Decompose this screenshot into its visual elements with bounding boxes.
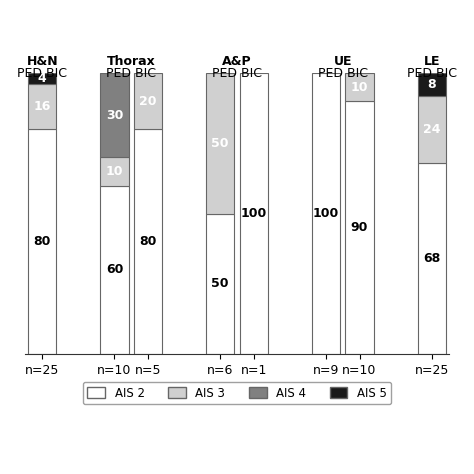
Text: UE: UE — [334, 55, 352, 68]
Text: 68: 68 — [423, 252, 440, 265]
Text: Thorax: Thorax — [107, 55, 155, 68]
Text: 50: 50 — [211, 277, 229, 290]
Bar — [28, 73, 56, 84]
Text: 100: 100 — [313, 207, 339, 220]
Text: PED BIC: PED BIC — [212, 67, 262, 80]
Text: PED BIC: PED BIC — [17, 67, 67, 80]
Bar — [206, 214, 235, 354]
Bar — [28, 129, 56, 354]
Bar — [239, 73, 268, 354]
Text: 20: 20 — [139, 95, 157, 108]
Text: 8: 8 — [428, 78, 436, 91]
Text: 100: 100 — [241, 207, 267, 220]
Bar — [418, 96, 446, 163]
Bar — [312, 73, 340, 354]
Bar — [418, 163, 446, 354]
Bar — [206, 73, 235, 214]
Text: 30: 30 — [106, 109, 123, 122]
Text: PED BIC: PED BIC — [318, 67, 368, 80]
Text: H&N: H&N — [27, 55, 58, 68]
Text: 50: 50 — [211, 137, 229, 150]
Text: PED BIC: PED BIC — [106, 67, 156, 80]
Bar — [134, 129, 162, 354]
Text: A&P: A&P — [222, 55, 252, 68]
Text: 24: 24 — [423, 123, 440, 136]
Bar — [100, 157, 128, 185]
Text: 4: 4 — [38, 73, 46, 85]
Text: 60: 60 — [106, 263, 123, 276]
Bar — [100, 185, 128, 354]
Legend: AIS 2, AIS 3, AIS 4, AIS 5: AIS 2, AIS 3, AIS 4, AIS 5 — [82, 382, 392, 404]
Text: PED BIC: PED BIC — [407, 67, 457, 80]
Text: 10: 10 — [351, 81, 368, 94]
Bar — [418, 73, 446, 96]
Text: 80: 80 — [34, 235, 51, 248]
Text: 80: 80 — [139, 235, 157, 248]
Bar — [100, 73, 128, 157]
Text: LE: LE — [424, 55, 440, 68]
Text: 90: 90 — [351, 221, 368, 234]
Bar — [346, 101, 374, 354]
Text: 16: 16 — [34, 100, 51, 113]
Bar — [134, 73, 162, 129]
Bar — [346, 73, 374, 101]
Text: 10: 10 — [106, 165, 123, 178]
Bar — [28, 84, 56, 129]
